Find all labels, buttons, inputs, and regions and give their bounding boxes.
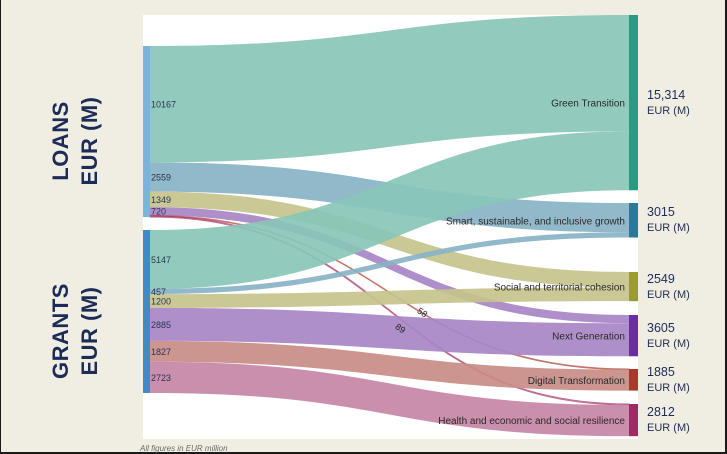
target-total-value: 3605	[647, 320, 675, 335]
flow-value-label: 2559	[151, 172, 171, 182]
flow-value-label: 1349	[151, 195, 171, 205]
flow-value-label: 1200	[151, 297, 171, 307]
target-total-unit: EUR (M)	[647, 381, 690, 394]
target-label-social-and-territorial-cohesion: Social and territorial cohesion	[494, 283, 625, 294]
flow-value-label: 5147	[151, 255, 171, 265]
flow-grants-to-smart-sustainable-and-inclusive-growth	[150, 232, 629, 295]
flow-grants-to-next-generation	[150, 307, 629, 357]
flow-grants-to-green-transition	[150, 131, 629, 289]
target-total-unit: EUR (M)	[647, 422, 690, 435]
target-total-digital-transformation: 1885 EUR (M)	[647, 364, 690, 396]
target-total-social-and-territorial-cohesion: 2549 EUR (M)	[647, 271, 690, 303]
target-label-digital-transformation: Digital Transformation	[528, 376, 625, 387]
target-total-value: 2812	[647, 405, 675, 420]
grants-label-line2: EUR (M)	[77, 286, 102, 376]
flow-value-label: 58	[415, 306, 429, 320]
target-node-next-generation	[629, 315, 638, 357]
target-total-unit: EUR (M)	[647, 288, 690, 301]
target-label-health-and-economic-and-social-resilience: Health and economic and social resilienc…	[438, 416, 625, 427]
grants-axis-label: GRANTS EUR (M)	[46, 270, 104, 392]
flow-grants-to-social-and-territorial-cohesion	[150, 287, 629, 308]
target-node-health-and-economic-and-social-resilience	[629, 404, 638, 437]
flow-grants-to-digital-transformation	[150, 340, 629, 391]
flow-grants-to-health-and-economic-and-social-resilience	[150, 361, 629, 437]
target-total-next-generation: 3605 EUR (M)	[647, 320, 690, 352]
target-total-health-and-economic-and-social-resilience: 2812 EUR (M)	[647, 404, 690, 436]
target-label-smart-sustainable-and-inclusive-growth: Smart, sustainable, and inclusive growth	[446, 216, 625, 227]
flow-value-label: 720	[151, 207, 166, 217]
source-node-loans	[143, 46, 150, 217]
loans-label-line1: LOANS	[48, 101, 73, 181]
frame-right-edge	[725, 0, 727, 454]
flow-value-label: 457	[151, 287, 166, 297]
target-total-smart-sustainable-and-inclusive-growth: 3015 EUR (M)	[647, 204, 690, 236]
target-label-next-generation: Next Generation	[552, 332, 625, 343]
grants-label-line1: GRANTS	[48, 283, 73, 379]
loans-axis-label: LOANS EUR (M)	[46, 86, 104, 196]
footnote: All figures in EUR million	[140, 444, 228, 453]
target-total-unit: EUR (M)	[647, 337, 690, 350]
frame-left-edge	[0, 0, 1, 454]
target-total-value: 2549	[647, 271, 675, 286]
target-total-unit: EUR (M)	[647, 104, 690, 117]
loans-label-line2: EUR (M)	[77, 96, 102, 186]
frame-bottom-edge	[0, 452, 727, 454]
flow-value-label: 2723	[151, 373, 171, 383]
target-total-value: 3015	[647, 205, 675, 220]
flow-value-label: 2885	[151, 320, 171, 330]
sankey-links	[149, 15, 630, 437]
flow-value-label: 10167	[151, 100, 176, 110]
target-node-smart-sustainable-and-inclusive-growth	[629, 203, 638, 238]
target-label-green-transition: Green Transition	[551, 99, 625, 110]
target-total-value: 15,314	[647, 87, 686, 102]
target-total-green-transition: 15,314 EUR (M)	[647, 87, 690, 119]
flow-loans-to-green-transition	[150, 15, 629, 163]
target-node-social-and-territorial-cohesion	[629, 272, 638, 302]
flow-value-label: 1827	[151, 347, 171, 357]
sankey-nodes	[143, 15, 638, 437]
target-node-green-transition	[629, 15, 638, 191]
target-node-digital-transformation	[629, 369, 638, 391]
flow-value-label: 89	[393, 321, 407, 335]
source-node-grants	[143, 230, 150, 393]
target-total-unit: EUR (M)	[647, 222, 690, 235]
target-total-value: 1885	[647, 364, 675, 379]
